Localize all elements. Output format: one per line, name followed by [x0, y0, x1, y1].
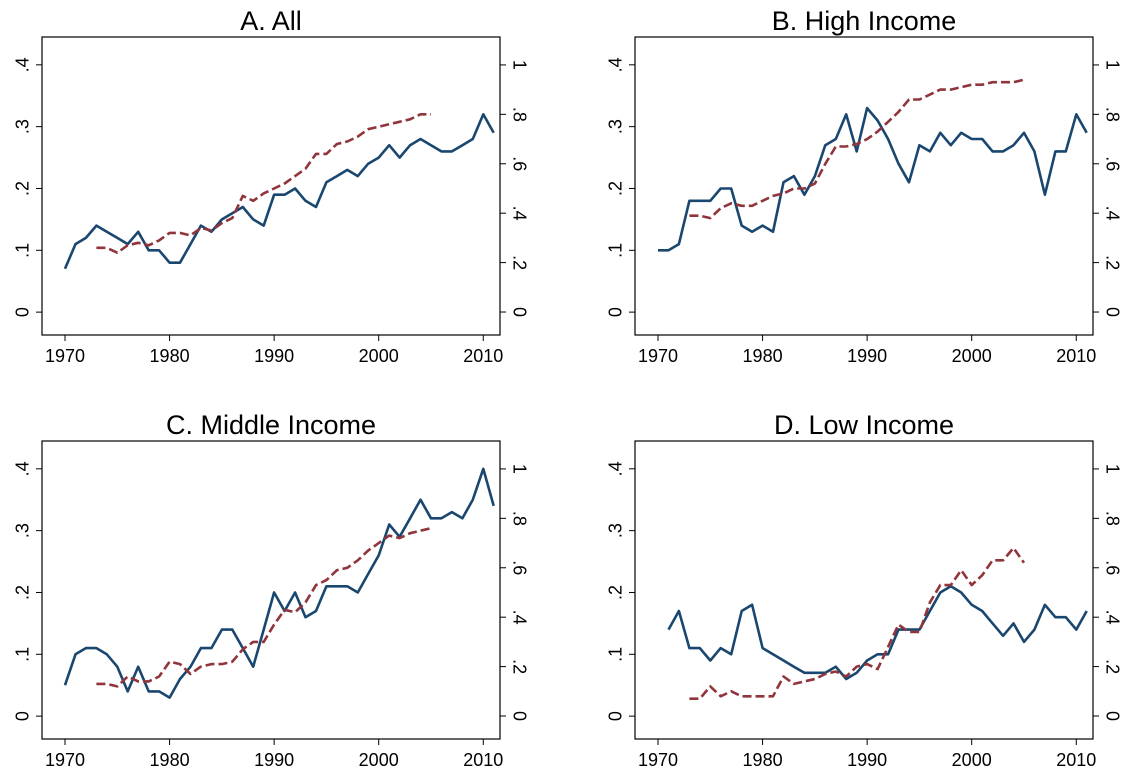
y2-tick-label: .4 — [1102, 206, 1122, 221]
y-tick-label: .3 — [13, 523, 33, 538]
y-tick-label: .4 — [606, 461, 626, 476]
panel-title: A. All — [240, 6, 302, 36]
y-tick-label: .2 — [606, 181, 626, 196]
y-tick-label: .1 — [606, 243, 626, 258]
line-series — [96, 526, 432, 688]
x-tick-label: 1970 — [45, 750, 85, 770]
x-tick-label: 1990 — [847, 750, 887, 770]
y-tick-label: .1 — [13, 647, 33, 662]
x-tick-label: 2010 — [463, 346, 503, 366]
line-series — [689, 546, 1026, 700]
y-tick-label: .4 — [13, 461, 33, 476]
y2-tick-label: .8 — [509, 107, 529, 122]
y-tick-label: .2 — [13, 585, 33, 600]
plot-frame — [634, 36, 1094, 336]
y-tick-label: .4 — [606, 57, 626, 72]
x-tick-label: 2000 — [359, 750, 399, 770]
panel-title: B. High Income — [772, 6, 957, 36]
line-series — [689, 78, 1025, 220]
y2-tick-label: 1 — [509, 464, 529, 474]
plot-frame — [634, 440, 1094, 740]
x-tick-label: 1990 — [254, 750, 294, 770]
y-tick-label: .3 — [606, 523, 626, 538]
x-tick-label: 2000 — [952, 346, 992, 366]
x-tick-label: 1980 — [743, 750, 783, 770]
y2-tick-label: .8 — [1102, 107, 1122, 122]
y2-tick-label: .4 — [509, 610, 529, 625]
y2-tick-label: 1 — [509, 60, 529, 70]
y2-tick-label: .2 — [509, 659, 529, 674]
x-tick-label: 1990 — [254, 346, 294, 366]
y2-tick-label: .4 — [1102, 610, 1122, 625]
y2-tick-label: 0 — [1102, 307, 1122, 317]
x-tick-label: 2000 — [952, 750, 992, 770]
y2-tick-label: .4 — [509, 206, 529, 221]
x-tick-label: 2010 — [1056, 346, 1096, 366]
y2-tick-label: 0 — [509, 307, 529, 317]
line-series — [667, 585, 1088, 681]
y-tick-label: .1 — [606, 647, 626, 662]
y2-tick-label: .6 — [509, 156, 529, 171]
x-tick-label: 2010 — [1056, 750, 1096, 770]
x-tick-label: 1970 — [638, 346, 678, 366]
y-tick-label: .4 — [13, 57, 33, 72]
plot-frame — [41, 440, 501, 740]
y2-tick-label: .8 — [509, 511, 529, 526]
y2-tick-label: .6 — [1102, 156, 1122, 171]
x-tick-label: 2010 — [463, 750, 503, 770]
y-tick-label: 0 — [606, 711, 626, 721]
y2-tick-label: 1 — [1102, 60, 1122, 70]
y-tick-label: .1 — [13, 243, 33, 258]
panel-title: C. Middle Income — [166, 410, 376, 440]
y2-tick-label: .8 — [1102, 511, 1122, 526]
x-tick-label: 2000 — [359, 346, 399, 366]
x-tick-label: 1990 — [847, 346, 887, 366]
y-tick-label: .3 — [606, 119, 626, 134]
line-series — [658, 106, 1088, 252]
y2-tick-label: 0 — [509, 711, 529, 721]
y2-tick-label: .6 — [1102, 560, 1122, 575]
line-series — [63, 467, 495, 699]
y-tick-label: 0 — [606, 307, 626, 317]
y2-tick-label: 0 — [1102, 711, 1122, 721]
panel-title: D. Low Income — [774, 410, 954, 440]
y2-tick-label: 1 — [1102, 464, 1122, 474]
y2-tick-label: .2 — [1102, 659, 1122, 674]
x-tick-label: 1980 — [150, 750, 190, 770]
y2-tick-label: .2 — [509, 255, 529, 270]
y-tick-label: .3 — [13, 119, 33, 134]
line-series — [63, 113, 495, 270]
y-tick-label: 0 — [13, 307, 33, 317]
plot-frame — [41, 36, 501, 336]
line-series — [96, 113, 431, 254]
x-tick-label: 1980 — [743, 346, 783, 366]
y-tick-label: .2 — [13, 181, 33, 196]
x-tick-label: 1980 — [150, 346, 190, 366]
y-tick-label: .2 — [606, 585, 626, 600]
x-tick-label: 1970 — [638, 750, 678, 770]
y2-tick-label: .6 — [509, 560, 529, 575]
y2-tick-label: .2 — [1102, 255, 1122, 270]
x-tick-label: 1970 — [45, 346, 85, 366]
y-tick-label: 0 — [13, 711, 33, 721]
